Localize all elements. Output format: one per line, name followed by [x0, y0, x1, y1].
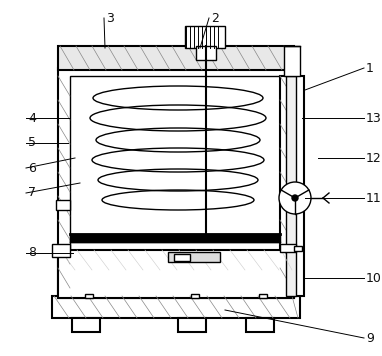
Bar	[280, 76, 304, 296]
Bar	[52, 296, 300, 318]
Bar	[72, 318, 100, 332]
Bar	[168, 252, 220, 262]
Bar	[70, 76, 280, 291]
Circle shape	[279, 182, 311, 214]
Text: 12: 12	[366, 152, 382, 164]
Bar	[246, 318, 274, 332]
Text: 1: 1	[366, 62, 374, 74]
Bar	[284, 46, 300, 76]
Text: 5: 5	[28, 136, 36, 150]
Bar	[196, 46, 216, 60]
Bar	[259, 294, 267, 298]
Text: 10: 10	[366, 272, 382, 284]
Bar	[178, 318, 206, 332]
Bar	[58, 250, 294, 298]
Bar	[191, 294, 199, 298]
Bar	[286, 76, 296, 296]
Text: 8: 8	[28, 246, 36, 260]
Text: 3: 3	[106, 11, 114, 25]
Circle shape	[292, 195, 298, 201]
Text: 9: 9	[366, 331, 374, 345]
Text: 13: 13	[366, 111, 382, 125]
Bar	[294, 246, 302, 251]
Bar	[58, 68, 294, 298]
Bar	[52, 244, 70, 257]
Text: 2: 2	[211, 11, 219, 25]
Text: 4: 4	[28, 111, 36, 125]
Bar	[185, 26, 225, 48]
Text: 11: 11	[366, 192, 382, 204]
Text: 6: 6	[28, 162, 36, 174]
Text: 7: 7	[28, 187, 36, 199]
Bar	[280, 244, 296, 252]
Bar	[174, 254, 190, 261]
Bar	[56, 200, 70, 210]
Bar	[58, 46, 294, 70]
Bar	[85, 294, 93, 298]
